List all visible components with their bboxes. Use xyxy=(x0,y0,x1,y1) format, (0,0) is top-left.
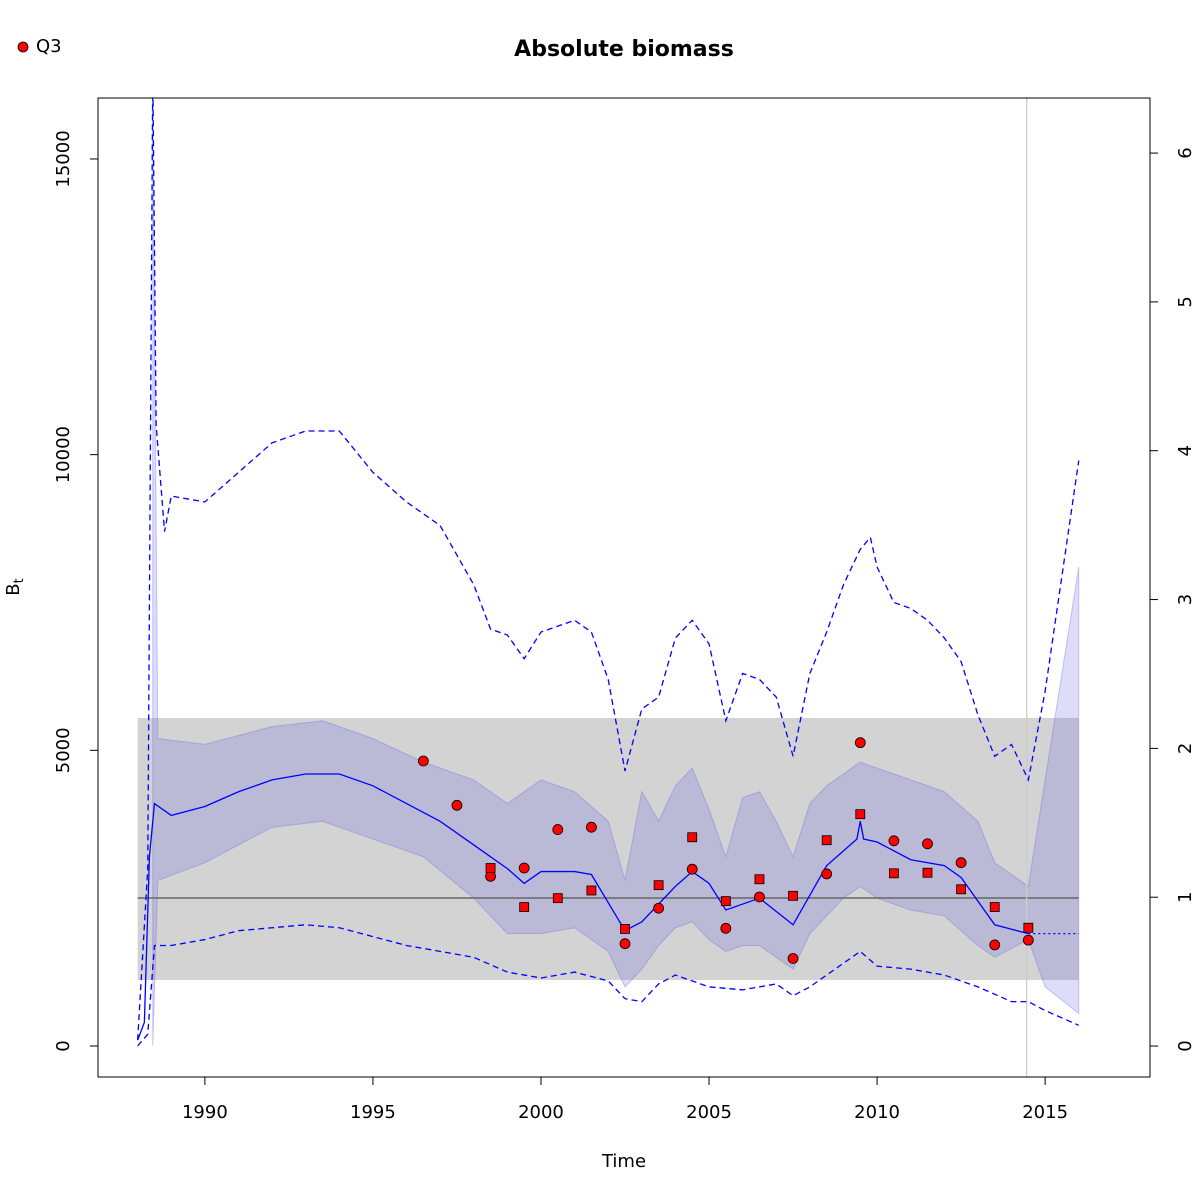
x-tick-label: 2015 xyxy=(1022,1102,1068,1123)
y-axis-label: Bt xyxy=(3,578,27,595)
plot-area xyxy=(137,98,1080,1077)
y2-tick-label: 5 xyxy=(1175,296,1196,307)
y2-tick-label: 1 xyxy=(1175,891,1196,902)
reference-band xyxy=(137,717,1079,981)
data-point-circle xyxy=(653,902,665,914)
data-point-square xyxy=(720,896,731,907)
y2-tick-label: 0 xyxy=(1175,1040,1196,1051)
data-point-square xyxy=(821,835,832,846)
data-point-circle xyxy=(787,953,799,964)
data-point-circle xyxy=(955,857,967,869)
data-point-square xyxy=(653,880,664,891)
x-tick-label: 2000 xyxy=(518,1102,564,1123)
y2-tick-label: 3 xyxy=(1175,594,1196,605)
data-point-circle xyxy=(451,799,463,811)
x-tick-label: 1995 xyxy=(350,1102,396,1123)
data-point-square xyxy=(586,885,597,896)
data-point-square xyxy=(888,868,899,879)
line-solid xyxy=(137,773,1029,1041)
chart-title: Absolute biomass xyxy=(514,37,734,62)
data-point-circle xyxy=(754,891,765,903)
data-point-square xyxy=(989,902,1000,912)
data-point-square xyxy=(855,809,866,820)
legend-marker xyxy=(17,41,29,53)
data-point-square xyxy=(519,902,530,912)
y-label-sub: t xyxy=(12,578,27,583)
x-tick-label: 1990 xyxy=(182,1102,228,1123)
line-dashed xyxy=(137,924,1080,1047)
confidence-band xyxy=(152,99,1080,1047)
data-point-circle xyxy=(922,838,933,850)
data-point-circle xyxy=(552,824,564,835)
data-point-circle xyxy=(518,862,530,874)
y-tick-label: 15000 xyxy=(53,130,74,187)
data-point-square xyxy=(552,893,563,904)
y2-tick-label: 2 xyxy=(1175,743,1196,754)
data-point-square xyxy=(485,863,496,873)
data-point-circle xyxy=(585,821,597,833)
data-point-circle xyxy=(686,863,698,875)
y-axis-label-text: Bt xyxy=(3,578,27,595)
data-point-square xyxy=(922,867,933,878)
x-axis-label: Time xyxy=(601,1151,646,1172)
data-point-square xyxy=(956,884,967,895)
data-point-circle xyxy=(720,922,732,934)
data-point-square xyxy=(754,874,765,885)
data-point-circle xyxy=(619,938,631,950)
data-point-circle xyxy=(417,755,429,767)
data-point-square xyxy=(788,890,798,901)
data-point-circle xyxy=(821,868,833,880)
y-tick-label: 0 xyxy=(53,1040,74,1051)
x-tick-label: 2005 xyxy=(686,1102,732,1123)
y-tick-label: 10000 xyxy=(53,426,74,483)
legend-label: Q3 xyxy=(36,36,62,57)
data-point-circle xyxy=(989,939,1001,951)
data-point-circle xyxy=(888,835,900,847)
x-tick-label: 2010 xyxy=(854,1102,900,1123)
y-tick-label: 5000 xyxy=(53,727,74,773)
data-point-circle xyxy=(854,737,866,749)
data-point-square xyxy=(1023,922,1034,933)
data-point-square xyxy=(620,924,630,934)
data-point-circle xyxy=(1022,934,1034,946)
y-label-main: B xyxy=(3,583,24,595)
y2-tick-label: 4 xyxy=(1175,445,1196,456)
y2-tick-label: 6 xyxy=(1175,147,1196,158)
data-point-square xyxy=(687,832,698,843)
axes: 1990 1995 2000 2005 2010 2015 0 5000 10000 15000 0… xyxy=(53,130,1196,1123)
